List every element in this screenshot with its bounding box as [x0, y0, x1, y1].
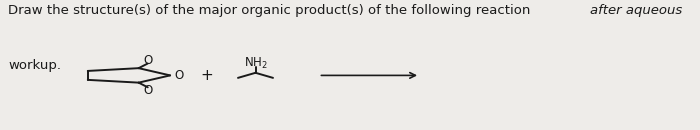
- Text: after aqueous: after aqueous: [590, 4, 682, 17]
- Text: O: O: [174, 69, 184, 82]
- Text: Draw the structure(s) of the major organic product(s) of the following reaction: Draw the structure(s) of the major organ…: [8, 4, 535, 17]
- Text: NH$_2$: NH$_2$: [244, 56, 267, 71]
- Text: O: O: [143, 84, 153, 97]
- Text: +: +: [200, 68, 213, 83]
- Text: workup.: workup.: [8, 58, 62, 72]
- Text: O: O: [143, 54, 153, 67]
